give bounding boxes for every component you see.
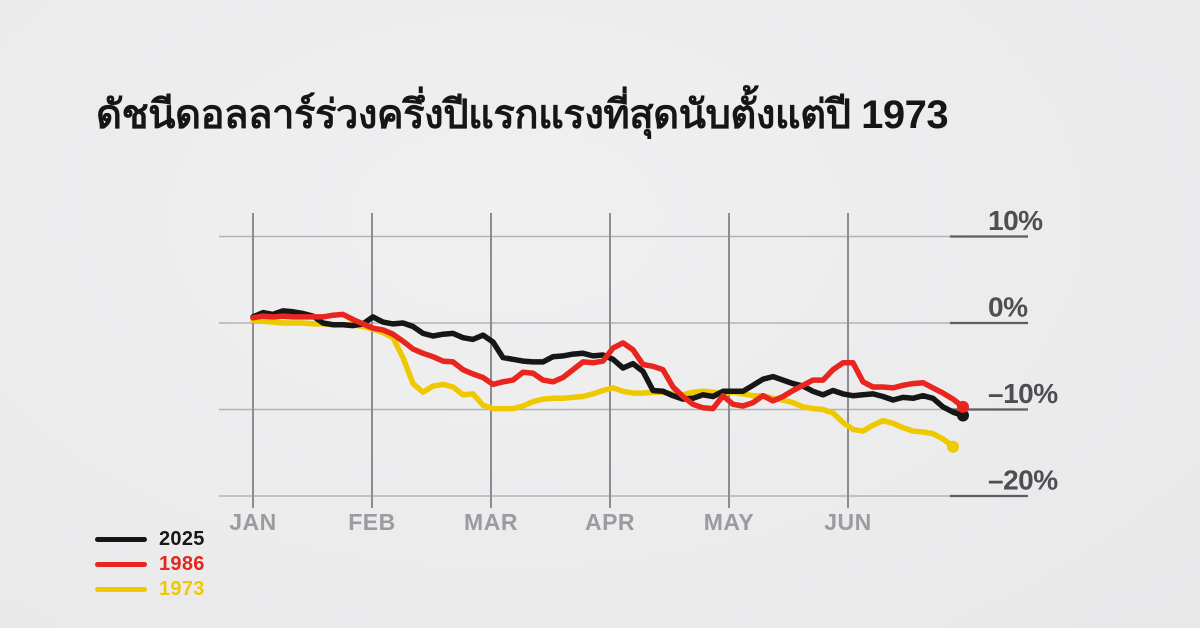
series-line-1986 xyxy=(250,311,966,412)
legend-swatch-2025 xyxy=(95,537,147,542)
x-axis-label: MAY xyxy=(704,509,755,535)
legend-item-1973: 1973 xyxy=(95,577,205,602)
legend-swatch-1973 xyxy=(95,587,147,592)
page-title: ดัชนีดอลลาร์ร่วงครึ่งปีแรกแรงที่สุดนับตั… xyxy=(96,93,949,137)
x-axis-label: JAN xyxy=(229,509,277,535)
series-line-2025 xyxy=(250,308,966,419)
series-endpoint-dot-1973 xyxy=(947,440,959,453)
x-axis-label: JUN xyxy=(824,509,872,535)
x-axis-label: FEB xyxy=(348,509,396,535)
x-axis-label: APR xyxy=(585,509,635,535)
legend-item-2025: 2025 xyxy=(95,527,205,552)
chart-legend: 2025 1986 1973 xyxy=(95,527,205,602)
y-axis-label: 10% xyxy=(988,205,1043,236)
y-axis-label: –10% xyxy=(988,378,1058,409)
legend-label-1973: 1973 xyxy=(159,578,205,600)
legend-item-1986: 1986 xyxy=(95,552,205,577)
y-axis-label: 0% xyxy=(988,292,1028,323)
legend-label-1986: 1986 xyxy=(159,553,205,575)
legend-swatch-1986 xyxy=(95,562,147,567)
series-endpoint-dot-1986 xyxy=(957,400,969,413)
y-axis-label: –20% xyxy=(988,465,1058,496)
x-axis-label: MAR xyxy=(464,509,518,535)
legend-label-2025: 2025 xyxy=(159,528,205,550)
series-endpoint-dot-2025 xyxy=(957,409,969,422)
